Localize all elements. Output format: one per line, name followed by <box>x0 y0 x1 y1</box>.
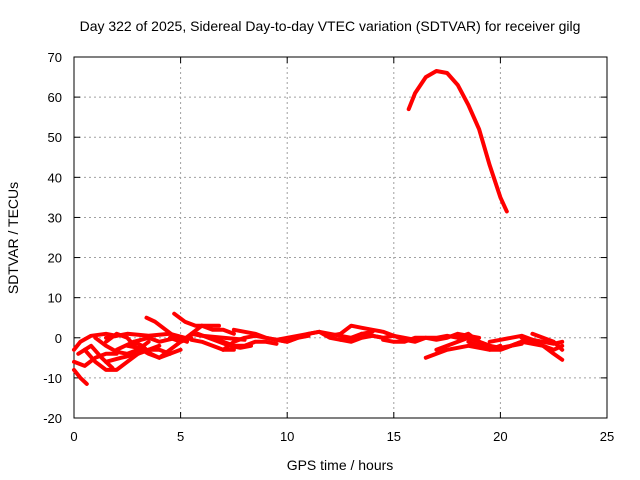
y-tick-label: 70 <box>48 50 62 65</box>
y-tick-label: 60 <box>48 90 62 105</box>
series-line-arc-16 <box>189 323 236 336</box>
series-line-arc-17 <box>189 337 236 352</box>
series-line-arc-2 <box>72 351 119 368</box>
series-line-arc-22 <box>274 329 375 342</box>
y-tick-label: 0 <box>55 331 62 346</box>
y-tick-label: 30 <box>48 210 62 225</box>
y-tick-label: 10 <box>48 291 62 306</box>
y-tick-label: -20 <box>43 411 62 426</box>
series-line-arc-34 <box>530 331 565 352</box>
series-line-arc-19 <box>210 335 279 348</box>
x-tick-label: 10 <box>280 429 294 444</box>
series-line-arc-high <box>406 69 509 214</box>
data-series-group <box>72 69 565 386</box>
y-tick-label: 20 <box>48 251 62 266</box>
x-tick-label: 15 <box>387 429 401 444</box>
axis-ticks: 0 5 10 15 20 25 -20 -10 0 10 20 30 40 50 60 70 <box>43 50 614 444</box>
y-tick-label: -10 <box>43 371 62 386</box>
series-line-arc-3 <box>72 331 119 352</box>
x-axis-label: GPS time / hours <box>287 457 394 473</box>
series-line-arc-1 <box>72 367 89 386</box>
series-line-arc-26 <box>381 331 471 344</box>
x-tick-label: 20 <box>493 429 507 444</box>
series-line-arc-13 <box>144 315 189 344</box>
series-line-arc-15 <box>172 311 221 328</box>
x-tick-label: 5 <box>177 429 184 444</box>
y-tick-label: 50 <box>48 130 62 145</box>
plot-frame <box>73 56 608 419</box>
chart-title: Day 322 of 2025, Sidereal Day-to-day VTE… <box>80 18 581 34</box>
grid-lines <box>74 57 607 418</box>
x-tick-label: 0 <box>70 429 77 444</box>
x-tick-label: 25 <box>600 429 614 444</box>
y-tick-label: 40 <box>48 170 62 185</box>
series-line-arc-21 <box>231 327 354 344</box>
series-line-arc-33 <box>519 335 565 362</box>
y-axis-label: SDTVAR / TECUs <box>5 182 21 294</box>
